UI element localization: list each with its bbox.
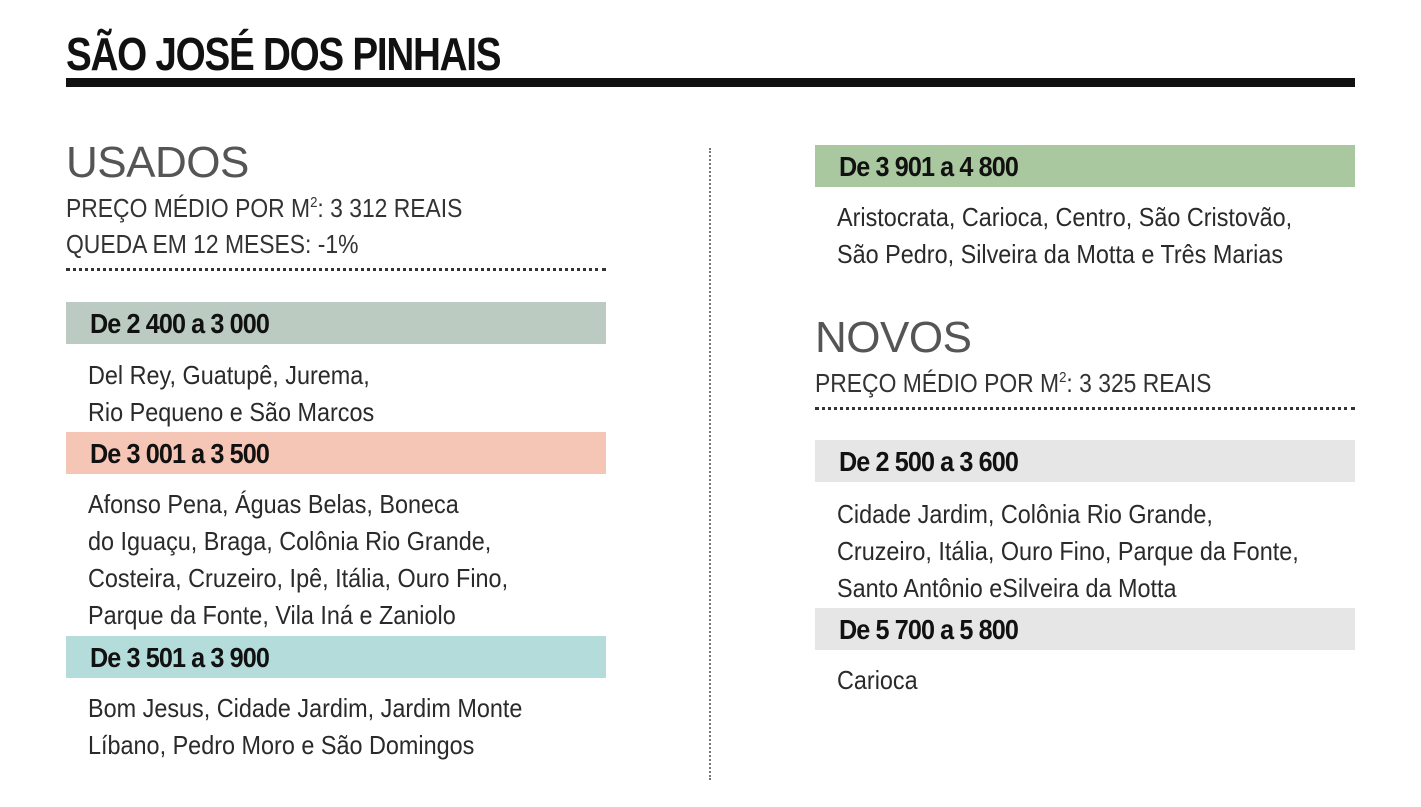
usados-range-list-3: Bom Jesus, Cidade Jardim, Jardim Monte L… (88, 690, 522, 764)
usados-average-price: PREÇO MÉDIO POR M2: 3 312 REAIS (66, 190, 462, 226)
usados-range-list-4: Aristocrata, Carioca, Centro, São Cristo… (837, 199, 1292, 273)
list-item: São Pedro, Silveira da Motta e Três Mari… (837, 239, 1284, 269)
novos-range-list-1: Cidade Jardim, Colônia Rio Grande, Cruze… (837, 496, 1299, 607)
novos-range-band-2: De 5 700 a 5 800 (815, 608, 1355, 650)
usados-range-label-4: De 3 901 a 4 800 (839, 151, 1019, 182)
usados-dotted-rule (66, 268, 606, 271)
novos-price-label: PREÇO MÉDIO POR M (815, 368, 1060, 398)
novos-range-band-1: De 2 500 a 3 600 (815, 440, 1355, 482)
usados-price-sup: 2 (310, 194, 318, 211)
column-divider (709, 148, 711, 780)
novos-range-label-2: De 5 700 a 5 800 (839, 614, 1019, 645)
usados-range-band-4: De 3 901 a 4 800 (815, 145, 1355, 187)
usados-price-label: PREÇO MÉDIO POR M (66, 193, 311, 223)
list-item: Bom Jesus, Cidade Jardim, Jardim Monte (88, 693, 523, 723)
novos-heading: NOVOS (815, 313, 972, 362)
usados-range-band-3: De 3 501 a 3 900 (66, 636, 606, 678)
list-item: Parque da Fonte, Vila Iná e Zaniolo (88, 600, 456, 630)
list-item: do Iguaçu, Braga, Colônia Rio Grande, (88, 526, 492, 556)
list-item: Afonso Pena, Águas Belas, Boneca (88, 489, 459, 519)
usados-price-value: : 3 312 REAIS (317, 193, 463, 223)
list-item: Aristocrata, Carioca, Centro, São Cristo… (837, 202, 1293, 232)
usados-heading: USADOS (66, 138, 249, 187)
novos-price-sup: 2 (1059, 369, 1067, 386)
usados-range-label-2: De 3 001 a 3 500 (90, 438, 270, 469)
novos-dotted-rule (815, 407, 1355, 410)
novos-range-list-2: Carioca (837, 662, 918, 699)
list-item: Rio Pequeno e São Marcos (88, 397, 375, 427)
list-item: Cidade Jardim, Colônia Rio Grande, (837, 499, 1213, 529)
usados-change: QUEDA EM 12 MESES: -1% (66, 229, 359, 259)
novos-range-label-1: De 2 500 a 3 600 (839, 446, 1019, 477)
novos-price-value: : 3 325 REAIS (1066, 368, 1212, 398)
list-item: Carioca (837, 665, 918, 695)
usados-range-band-1: De 2 400 a 3 000 (66, 302, 606, 344)
list-item: Costeira, Cruzeiro, Ipê, Itália, Ouro Fi… (88, 563, 509, 593)
list-item: Cruzeiro, Itália, Ouro Fino, Parque da F… (837, 536, 1299, 566)
list-item: Del Rey, Guatupê, Jurema, (88, 360, 370, 390)
usados-range-list-1: Del Rey, Guatupê, Jurema, Rio Pequeno e … (88, 357, 374, 431)
usados-range-band-2: De 3 001 a 3 500 (66, 432, 606, 474)
list-item: Líbano, Pedro Moro e São Domingos (88, 730, 475, 760)
usados-range-list-2: Afonso Pena, Águas Belas, Boneca do Igua… (88, 486, 508, 634)
novos-average-price: PREÇO MÉDIO POR M2: 3 325 REAIS (815, 365, 1211, 401)
page-title: SÃO JOSÉ DOS PINHAIS (66, 28, 502, 80)
list-item: Santo Antônio eSilveira da Motta (837, 573, 1177, 603)
usados-range-label-1: De 2 400 a 3 000 (90, 308, 270, 339)
title-rule (66, 78, 1355, 87)
usados-range-label-3: De 3 501 a 3 900 (90, 642, 270, 673)
